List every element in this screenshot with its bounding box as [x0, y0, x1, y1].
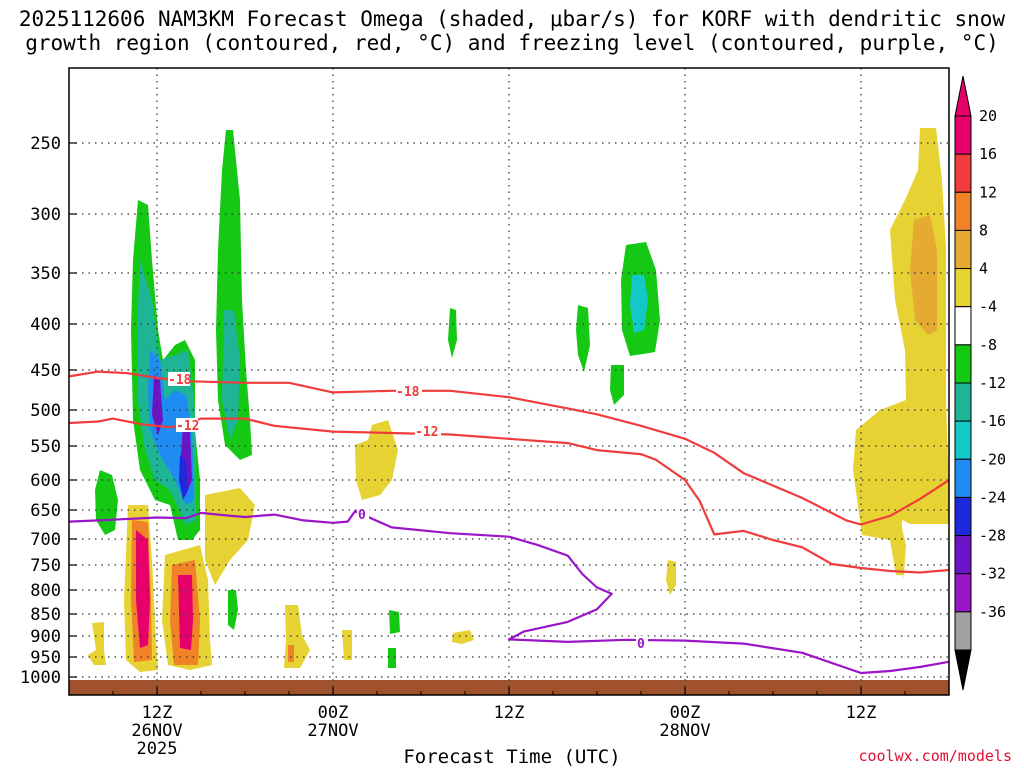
colorbar-label: -4 — [979, 298, 997, 316]
colorbar-swatch — [954, 191, 972, 231]
colorbar-top-arrow — [954, 75, 972, 117]
green-small-3 — [576, 305, 590, 372]
x-tick-year: 2025 — [137, 739, 178, 759]
x-tick-date: 26NOV — [131, 721, 182, 741]
colorbar-swatch — [954, 535, 972, 575]
y-tick-label: 1000 — [20, 668, 61, 688]
colorbar-swatch — [954, 573, 972, 613]
y-tick-label: 250 — [30, 134, 61, 154]
x-tick-label: 12Z — [142, 703, 173, 723]
colorbar-label: -16 — [979, 412, 1006, 430]
colorbar-swatch — [954, 229, 972, 270]
contour-freezing-0C — [69, 510, 949, 675]
yellow-blob-center — [355, 420, 398, 500]
colorbar-label: 20 — [979, 107, 997, 125]
cyan-upper-right — [630, 275, 648, 333]
credit-text: coolwx.com/models — [858, 747, 1012, 765]
colorbar-label: 4 — [979, 260, 988, 278]
green-col-low — [228, 590, 238, 630]
y-tick-label: 800 — [30, 581, 61, 601]
x-tick-label: 12Z — [494, 703, 525, 723]
x-tick-label: 12Z — [846, 703, 877, 723]
colorbar-swatch — [954, 115, 972, 155]
colorbar-label: -32 — [979, 565, 1006, 583]
colorbar-swatch — [954, 382, 972, 422]
x-gridlines — [156, 68, 862, 695]
yellow-small-5 — [666, 560, 676, 595]
yellow-small-4 — [452, 630, 474, 644]
y-tick-label: 750 — [30, 556, 61, 576]
colorbar: 20 16 12 8 4 -4 -8 -12 -16 -20 -24 -28 -32 -36 — [954, 75, 1006, 691]
colorbar-swatch — [954, 268, 972, 308]
colorbar-label: -20 — [979, 450, 1006, 468]
y-tick-label: 500 — [30, 401, 61, 421]
dgz-label-12-a: -12 — [176, 419, 199, 434]
fz-label-a: 0 — [358, 508, 366, 523]
x-axis-title: Forecast Time (UTC) — [403, 746, 621, 768]
chart-title-line-1: 2025112606 NAM3KM Forecast Omega (shaded… — [18, 7, 1006, 31]
colorbar-label: -28 — [979, 527, 1006, 545]
contour-labels: -18 -18 -12 -12 0 0 — [168, 372, 648, 652]
orange-small-2 — [288, 645, 294, 662]
cyan-col-mid — [222, 310, 240, 440]
green-small-4 — [610, 365, 624, 405]
colorbar-label: -36 — [979, 603, 1006, 621]
y-tick-label: 900 — [30, 627, 61, 647]
orange-upper-right — [910, 215, 937, 335]
y-tick-label: 600 — [30, 471, 61, 491]
x-tick-label: 00Z — [318, 703, 349, 723]
yellow-small-1 — [88, 622, 106, 665]
dgz-label-18-a: -18 — [168, 373, 192, 388]
yellow-lower-right — [860, 520, 906, 575]
chart-title-line-2: growth region (contoured, red, °C) and f… — [25, 31, 999, 55]
y-tick-label: 300 — [30, 205, 61, 225]
colorbar-label: -8 — [979, 336, 997, 354]
colorbar-bottom-arrow — [954, 649, 972, 691]
colorbar-swatch — [954, 306, 972, 346]
dgz-label-18-b: -18 — [396, 385, 420, 400]
y-tick-label: 650 — [30, 501, 61, 521]
y-tick-label: 400 — [30, 315, 61, 335]
colorbar-swatch — [954, 344, 972, 384]
colorbar-label: 16 — [979, 145, 997, 163]
colorbar-label: -24 — [979, 488, 1006, 506]
magenta-850-b — [178, 575, 193, 650]
magenta-850-a — [136, 530, 150, 648]
colorbar-swatch — [954, 420, 972, 460]
y-tick-label: 350 — [30, 264, 61, 284]
yellow-blob-mid — [205, 488, 255, 585]
colorbar-swatch — [954, 496, 972, 537]
dgz-label-12-b: -12 — [415, 425, 438, 440]
y-tick-label: 550 — [30, 437, 61, 457]
y-tick-label: 850 — [30, 605, 61, 625]
colorbar-swatch — [954, 153, 972, 193]
green-small-2 — [448, 308, 457, 358]
colorbar-label: 12 — [979, 183, 997, 201]
y-axis: 2503003504004505005506006507007508008509… — [20, 134, 77, 688]
green-small-1 — [388, 610, 400, 668]
y-tick-label: 700 — [30, 530, 61, 550]
colorbar-swatch — [954, 458, 972, 498]
x-axis-title-wrap: Forecast Time (UTC) — [0, 746, 1024, 768]
x-tick-label: 00Z — [670, 703, 701, 723]
x-tick-date: 28NOV — [659, 721, 710, 741]
fz-label-b: 0 — [637, 637, 645, 652]
purple-core-left-2 — [179, 455, 188, 500]
x-tick-date: 27NOV — [307, 721, 358, 741]
colorbar-label: -12 — [979, 374, 1006, 392]
colorbar-swatch — [954, 611, 972, 651]
y-tick-label: 450 — [30, 361, 61, 381]
yellow-small-3 — [342, 630, 352, 660]
colorbar-label: 8 — [979, 221, 988, 239]
y-tick-label: 950 — [30, 648, 61, 668]
